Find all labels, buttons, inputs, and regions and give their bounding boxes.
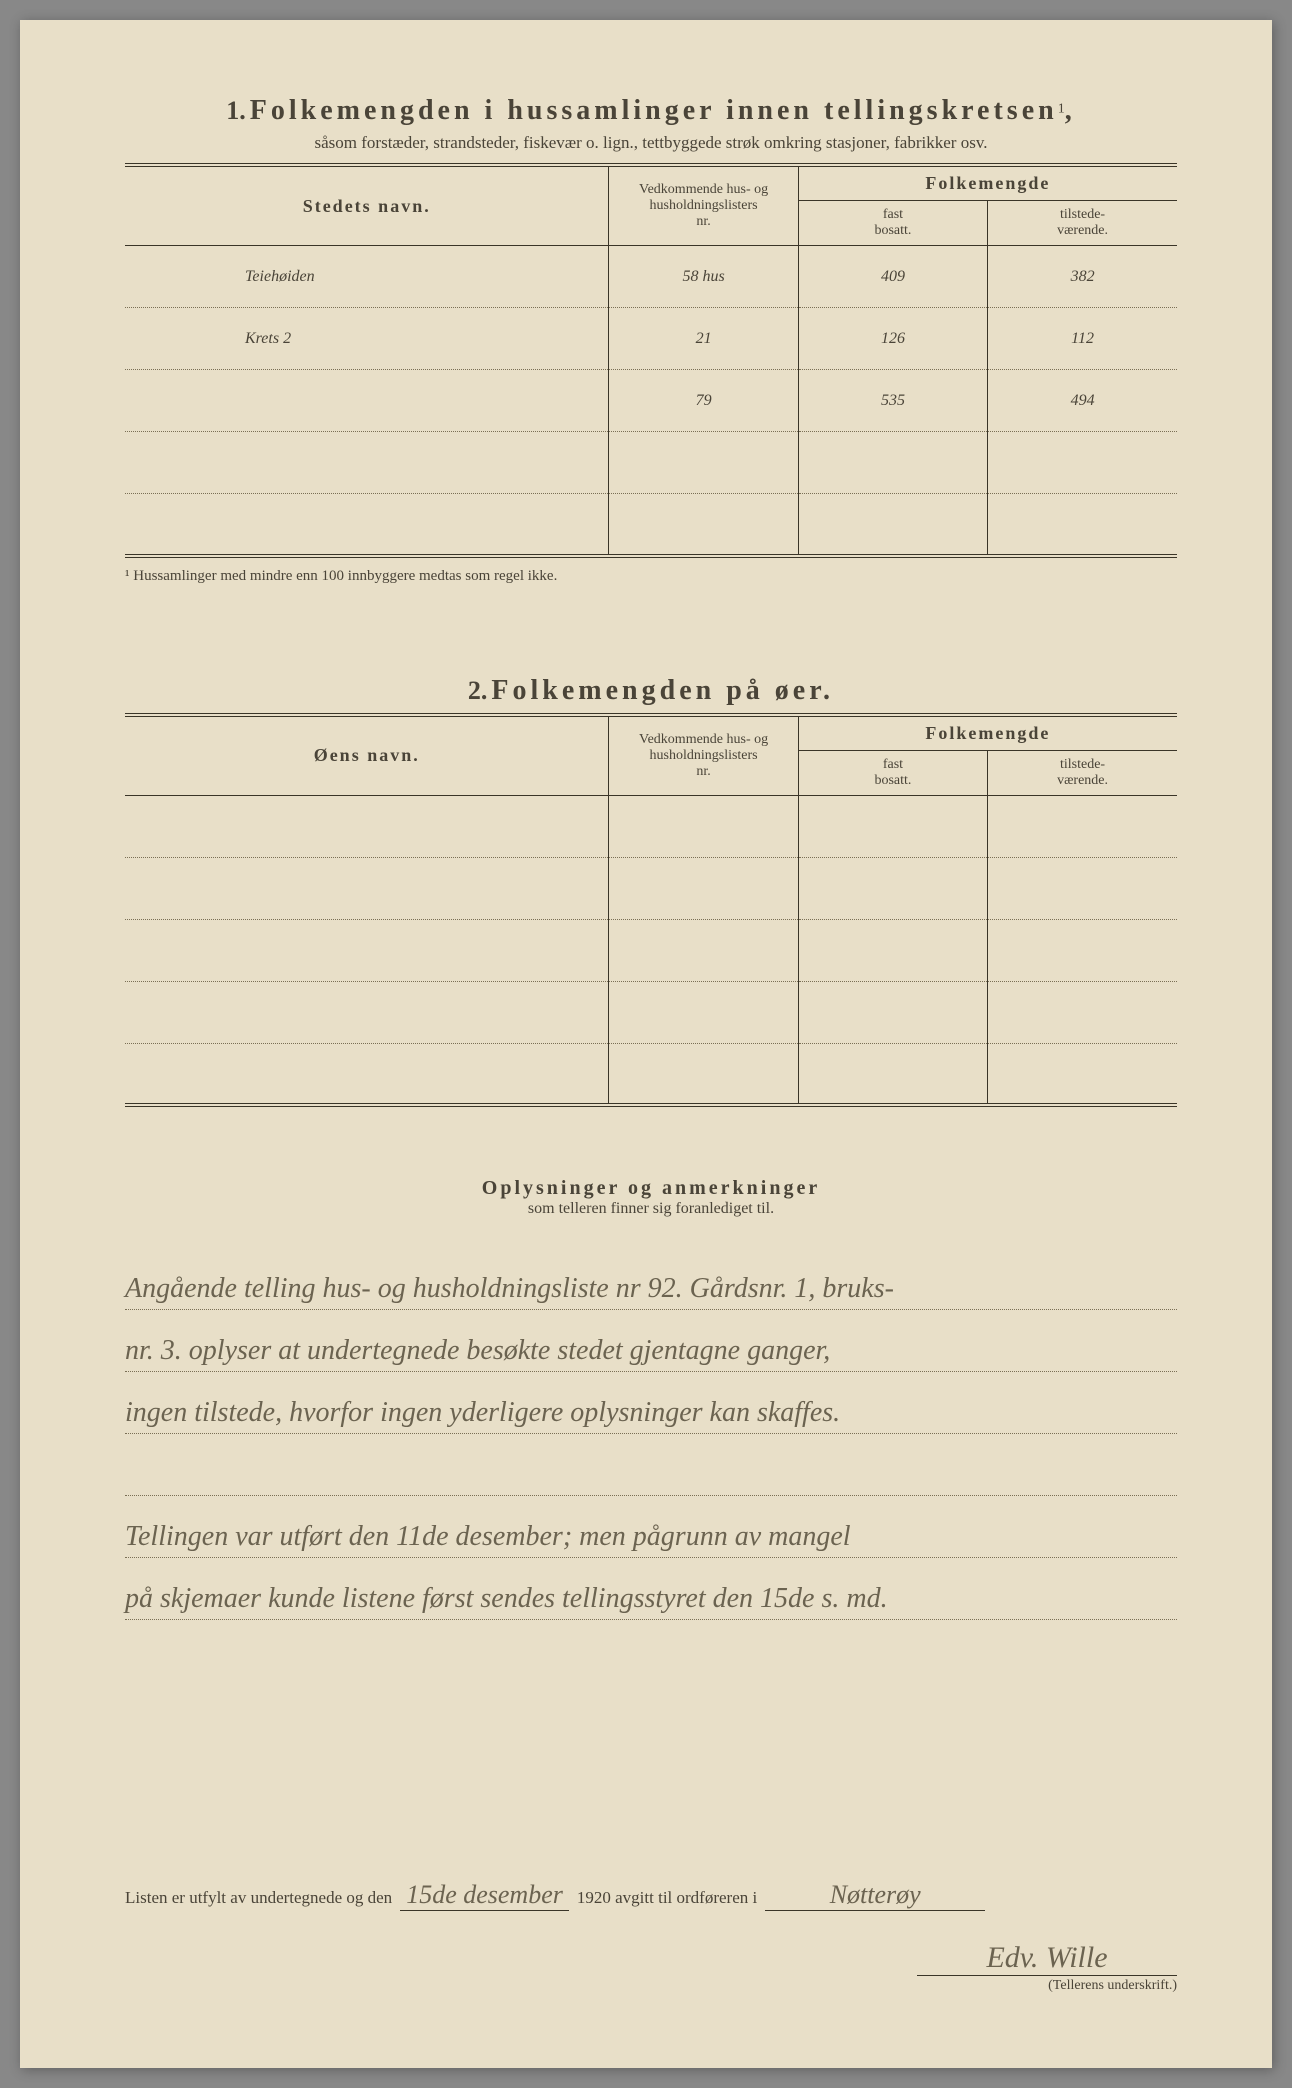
cell-nr <box>609 432 798 494</box>
cell-nr: 58 hus <box>609 246 798 308</box>
cell-til: 112 <box>988 308 1177 370</box>
cell-name <box>125 1043 609 1105</box>
remark-line: på skjemaer kunde listene først sendes t… <box>125 1558 1177 1620</box>
signoff-prefix: Listen er utfylt av undertegnede og den <box>125 1888 392 1908</box>
table-row <box>125 857 1177 919</box>
cell-name: Teiehøiden <box>125 246 609 308</box>
section2-table: Øens navn. Vedkommende hus- og husholdni… <box>125 713 1177 1108</box>
signoff-place: Nøtterøy <box>765 1880 985 1911</box>
signoff-year: 1920 avgitt til ordføreren i <box>577 1888 757 1908</box>
remark-line: Angående telling hus- og husholdningslis… <box>125 1248 1177 1310</box>
cell-nr: 79 <box>609 370 798 432</box>
table-row <box>125 432 1177 494</box>
table-row <box>125 981 1177 1043</box>
section1-table: Stedets navn. Vedkommende hus- og hushol… <box>125 163 1177 558</box>
cell-nr <box>609 494 798 556</box>
table-row <box>125 494 1177 556</box>
cell-til <box>988 981 1177 1043</box>
cell-nr <box>609 1043 798 1105</box>
cell-fast <box>798 919 987 981</box>
section2-num: 2. <box>468 676 488 705</box>
remark-line: nr. 3. oplyser at undertegnede besøkte s… <box>125 1310 1177 1372</box>
remark-line: Tellingen var utført den 11de desember; … <box>125 1496 1177 1558</box>
cell-name <box>125 494 609 556</box>
table-row <box>125 795 1177 857</box>
cell-til <box>988 494 1177 556</box>
cell-til <box>988 432 1177 494</box>
cell-name: Krets 2 <box>125 308 609 370</box>
cell-fast <box>798 795 987 857</box>
cell-nr <box>609 981 798 1043</box>
cell-til <box>988 919 1177 981</box>
cell-fast <box>798 494 987 556</box>
th2-fast: fast bosatt. <box>798 750 987 795</box>
th2-folk: Folkemengde <box>798 715 1177 751</box>
th2-til: tilstede- værende. <box>988 750 1177 795</box>
th-til: tilstede- værende. <box>988 201 1177 246</box>
cell-til <box>988 1043 1177 1105</box>
cell-fast <box>798 1043 987 1105</box>
cell-til <box>988 795 1177 857</box>
table-row: Teiehøiden58 hus409382 <box>125 246 1177 308</box>
th2-nr: Vedkommende hus- og husholdningslisters … <box>609 715 798 796</box>
section1-num: 1. <box>226 96 246 125</box>
section1-title: 1. Folkemengden i hussamlinger innen tel… <box>125 95 1177 127</box>
cell-name <box>125 370 609 432</box>
table-row: Krets 221126112 <box>125 308 1177 370</box>
th2-name: Øens navn. <box>125 715 609 796</box>
cell-name <box>125 919 609 981</box>
cell-nr: 21 <box>609 308 798 370</box>
cell-fast: 535 <box>798 370 987 432</box>
signature: Edv. Wille <box>917 1941 1177 1976</box>
signature-caption: (Tellerens underskrift.) <box>125 1978 1177 1994</box>
cell-fast: 409 <box>798 246 987 308</box>
cell-fast <box>798 432 987 494</box>
cell-name <box>125 432 609 494</box>
signoff-date: 15de desember <box>400 1880 569 1911</box>
cell-name <box>125 795 609 857</box>
cell-name <box>125 857 609 919</box>
remarks-block: Angående telling hus- og husholdningslis… <box>125 1248 1177 1620</box>
th-name: Stedets navn. <box>125 165 609 246</box>
section1-footnote: ¹ Hussamlinger med mindre enn 100 innbyg… <box>125 568 1177 585</box>
cell-til: 382 <box>988 246 1177 308</box>
signoff-block: Listen er utfylt av undertegnede og den … <box>125 1880 1177 1994</box>
section1-main: Folkemengden i hussamlinger innen tellin… <box>250 95 1058 126</box>
table-row <box>125 1043 1177 1105</box>
section2-title: 2. Folkemengden på øer. <box>125 675 1177 707</box>
cell-nr <box>609 857 798 919</box>
remark-line: ingen tilstede, hvorfor ingen yderligere… <box>125 1372 1177 1434</box>
cell-nr <box>609 795 798 857</box>
remark-line <box>125 1434 1177 1496</box>
section1-subtitle: såsom forstæder, strandsteder, fiskevær … <box>125 133 1177 153</box>
th-nr: Vedkommende hus- og husholdningslisters … <box>609 165 798 246</box>
cell-til <box>988 857 1177 919</box>
section1-sup: 1 <box>1058 102 1065 117</box>
table-row: 79535494 <box>125 370 1177 432</box>
cell-fast <box>798 857 987 919</box>
cell-name <box>125 981 609 1043</box>
table-row <box>125 919 1177 981</box>
section2-main: Folkemengden på øer. <box>491 675 834 706</box>
cell-fast <box>798 981 987 1043</box>
document-page: 1. Folkemengden i hussamlinger innen tel… <box>20 20 1272 2068</box>
remarks-subtitle: som telleren finner sig foranlediget til… <box>125 1200 1177 1218</box>
cell-nr <box>609 919 798 981</box>
th-folk: Folkemengde <box>798 165 1177 201</box>
cell-til: 494 <box>988 370 1177 432</box>
remarks-title: Oplysninger og anmerkninger <box>125 1177 1177 1200</box>
th-fast: fast bosatt. <box>798 201 987 246</box>
cell-fast: 126 <box>798 308 987 370</box>
